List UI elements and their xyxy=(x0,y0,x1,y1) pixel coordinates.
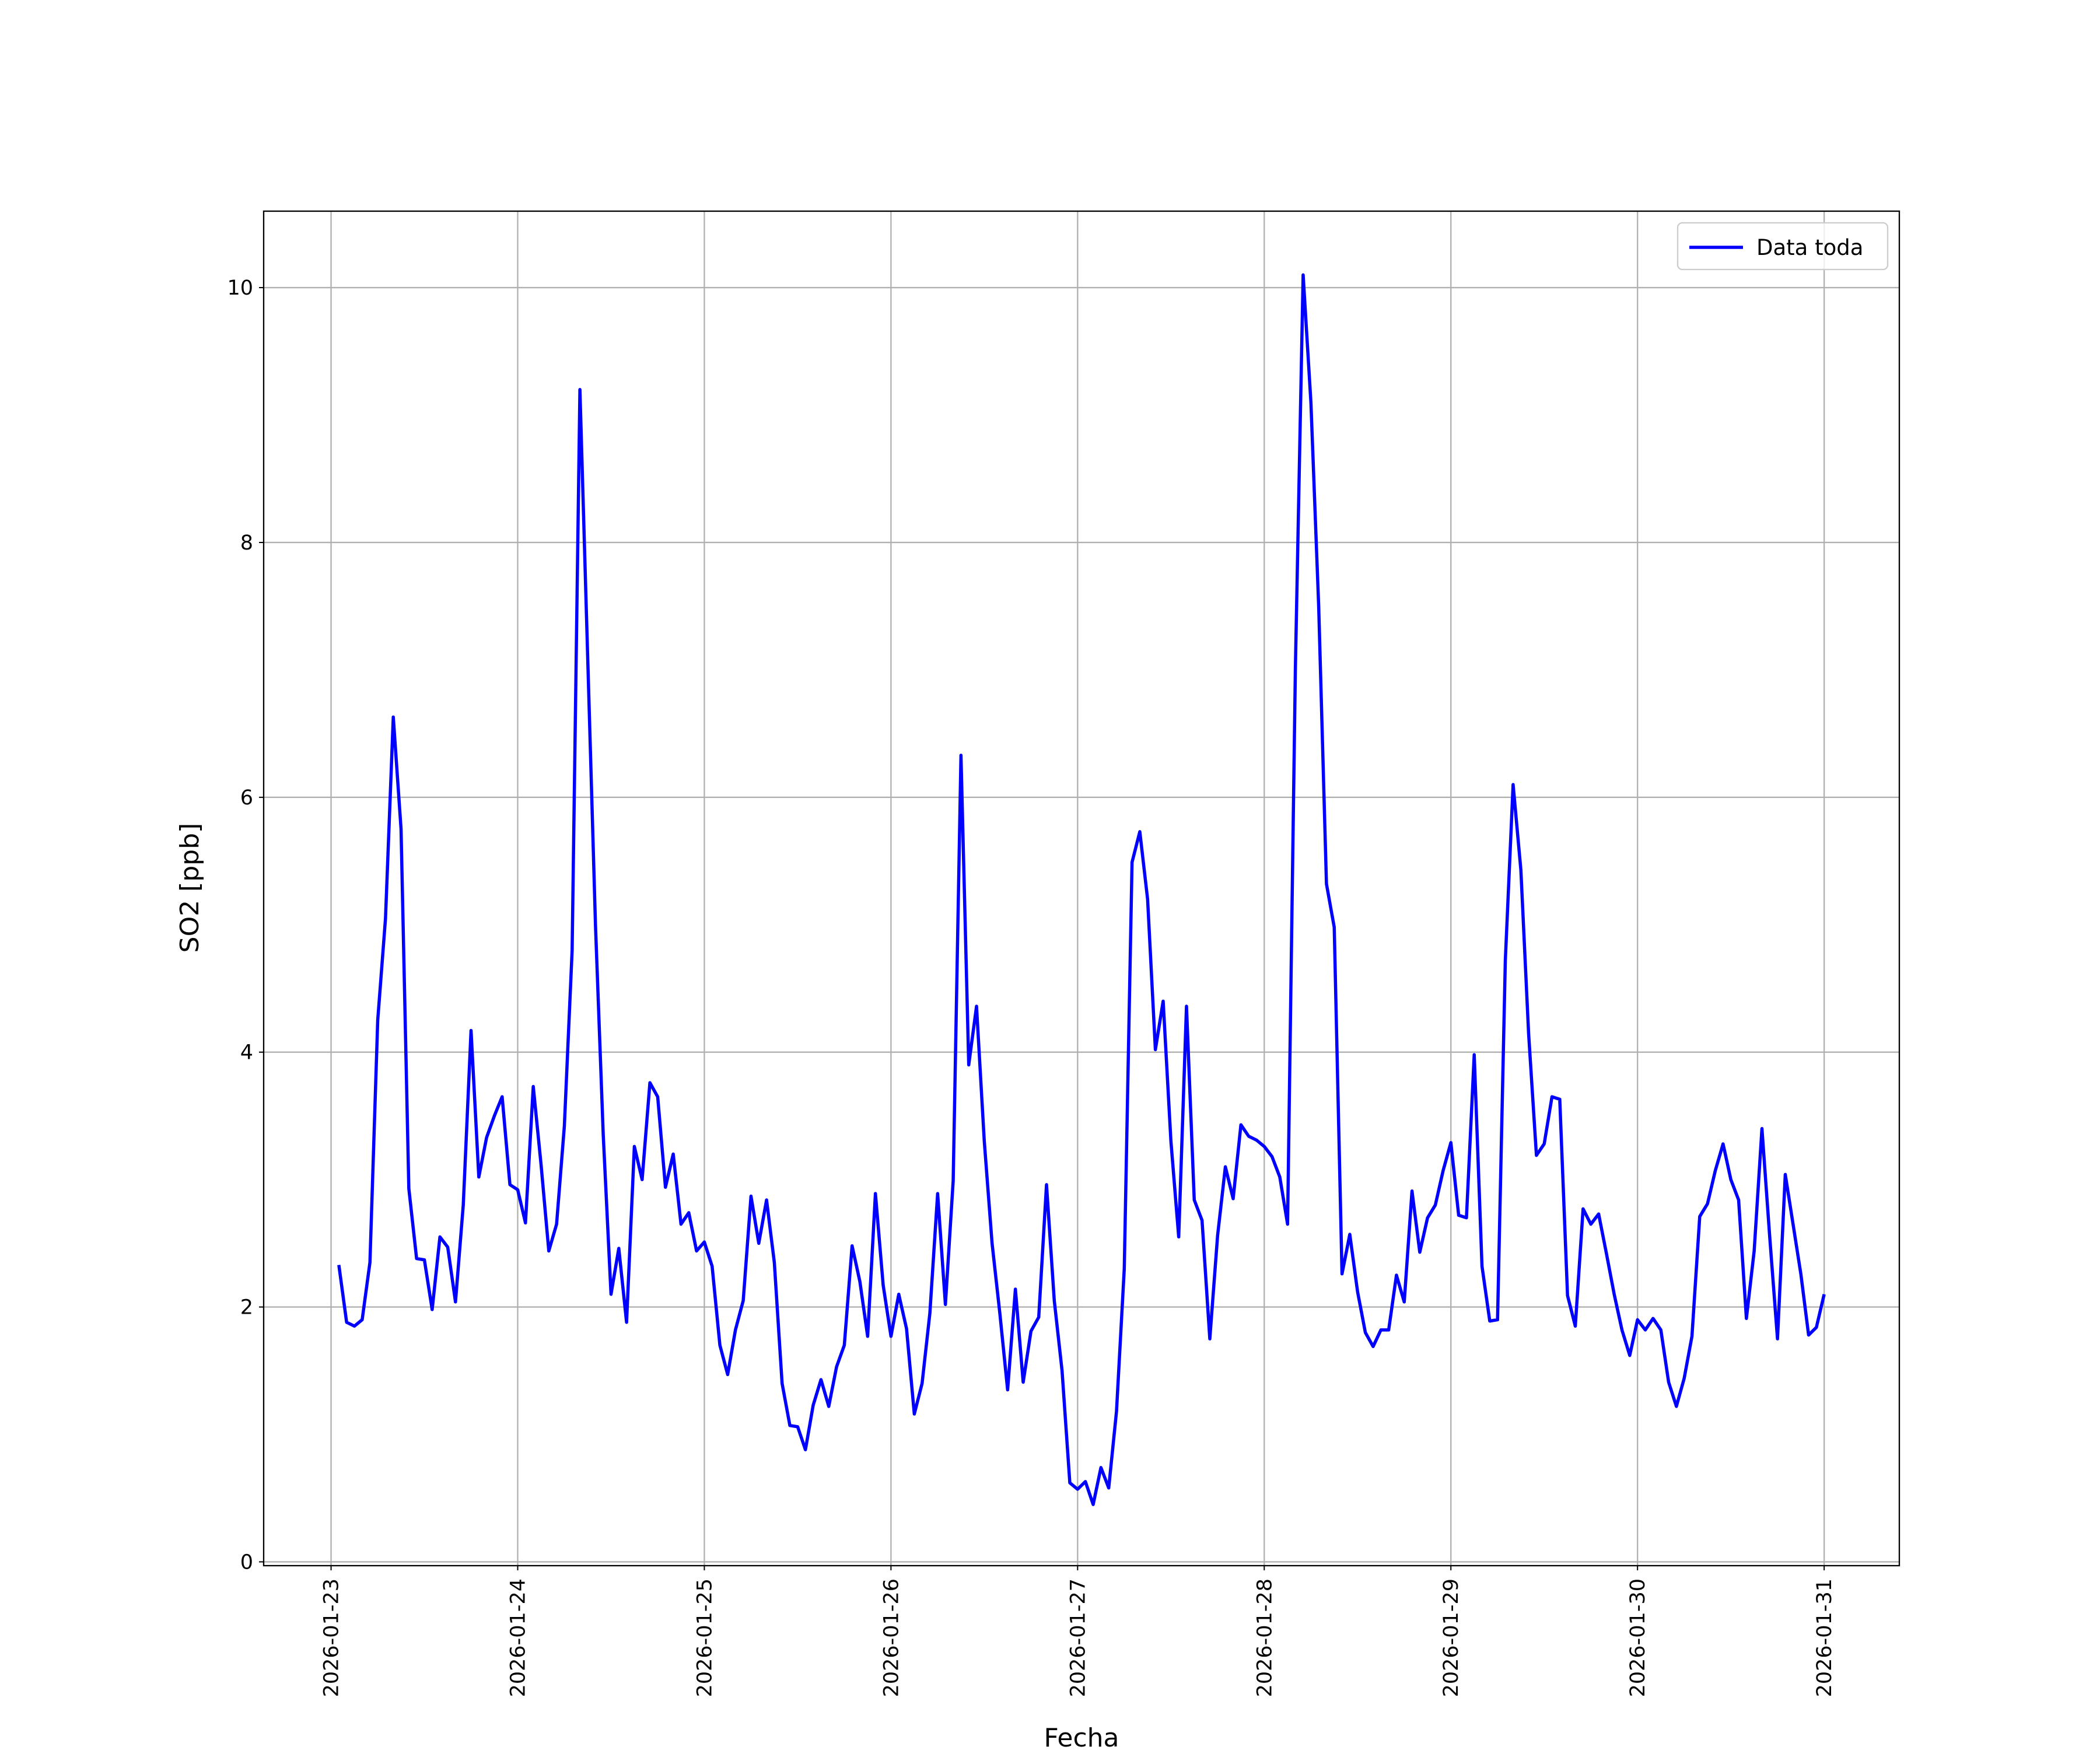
data-line xyxy=(337,273,1826,1506)
x-tick-label: 2026-01-28 xyxy=(1253,1578,1276,1697)
x-tick-label: 2026-01-23 xyxy=(320,1578,344,1697)
x-tick-label: 2026-01-30 xyxy=(1626,1578,1650,1697)
x-tick-label: 2026-01-27 xyxy=(1066,1578,1090,1697)
x-axis-label: Fecha xyxy=(1044,1723,1119,1750)
legend-box xyxy=(1676,222,1889,271)
y-axis-label: SO2 [ppb] xyxy=(175,823,205,953)
x-tick-label: 2026-01-26 xyxy=(880,1578,903,1697)
x-tick-label: 2026-01-29 xyxy=(1440,1578,1463,1697)
legend-label: Data toda xyxy=(1756,235,1863,260)
y-tick-label: 2 xyxy=(240,1296,253,1320)
plot-frame xyxy=(262,210,1901,1567)
x-tick-label: 2026-01-24 xyxy=(506,1578,530,1697)
x-tick-label: 2026-01-25 xyxy=(693,1578,716,1697)
y-tick-label: 8 xyxy=(240,531,253,555)
x-tick-label: 2026-01-31 xyxy=(1813,1578,1836,1697)
y-tick-label: 10 xyxy=(227,276,253,300)
y-tick-label: 6 xyxy=(240,786,253,810)
y-tick-label: 4 xyxy=(240,1041,253,1065)
y-tick-label: 0 xyxy=(240,1550,253,1574)
